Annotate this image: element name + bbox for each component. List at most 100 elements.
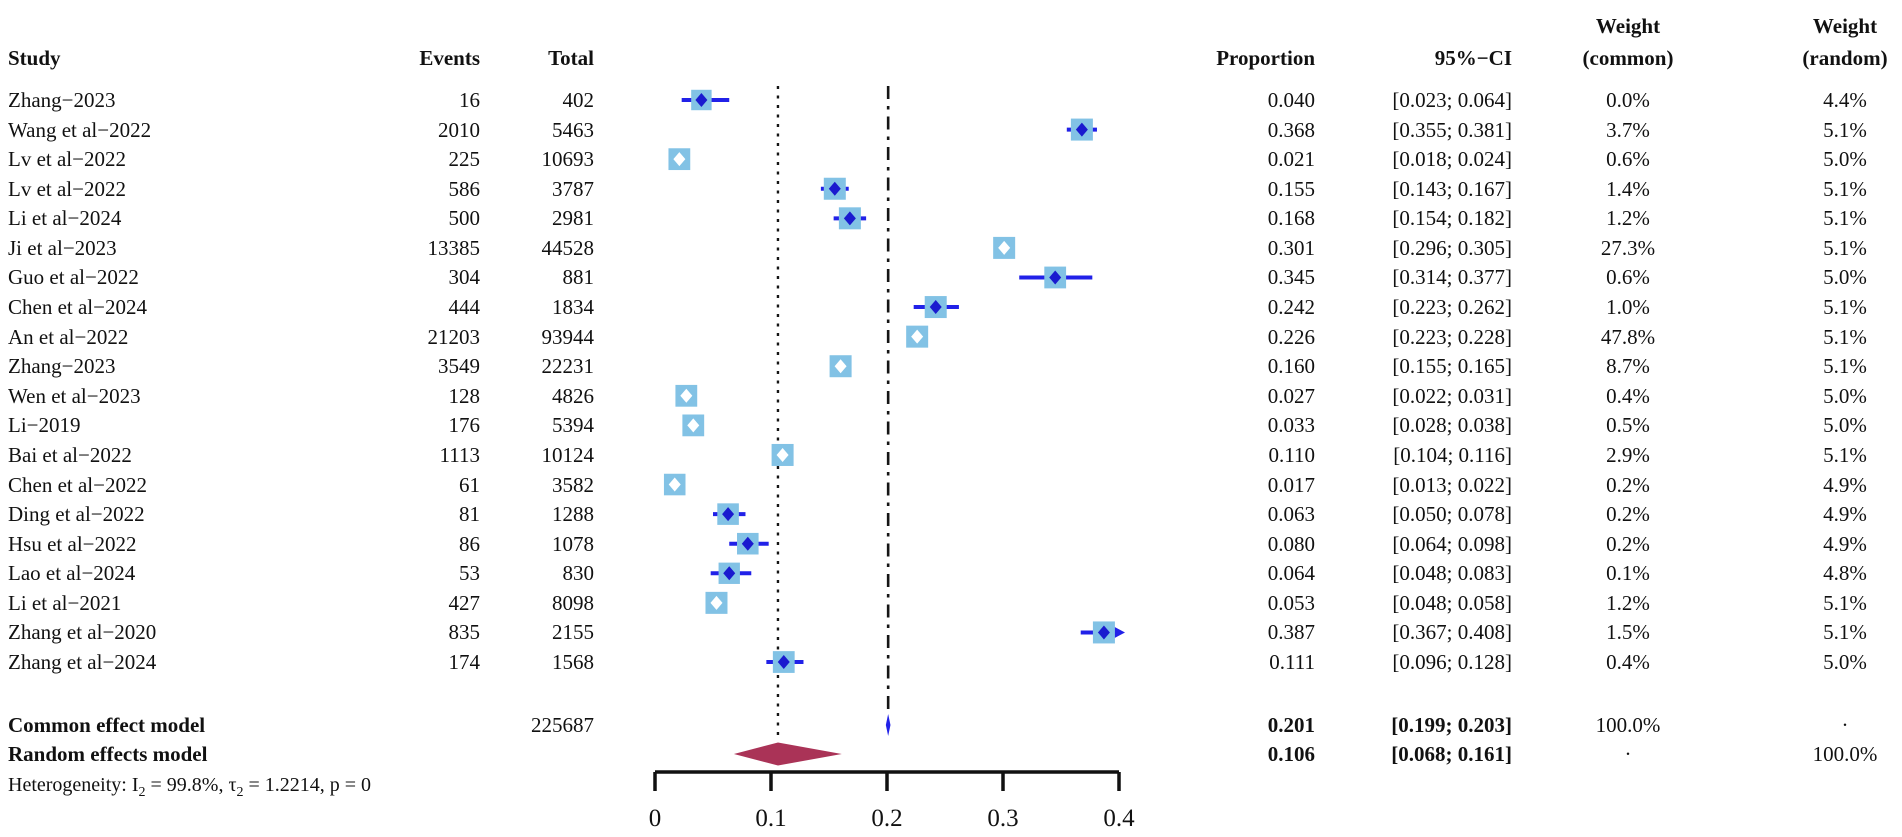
- weight-common-value: 0.2%: [1606, 502, 1650, 526]
- weight-square: [663, 473, 686, 496]
- point-estimate-diamond: [834, 359, 847, 374]
- weight-common-value: 2.9%: [1606, 443, 1650, 467]
- events-value: 16: [459, 88, 480, 112]
- weight-random-value: 5.1%: [1823, 206, 1867, 230]
- total-value: 3582: [552, 473, 594, 497]
- ci-value: [0.143; 0.167]: [1392, 177, 1512, 201]
- heterogeneity-text-suffix: = 1.2214, p = 0: [243, 774, 372, 796]
- events-value: 1113: [439, 443, 480, 467]
- weight-random-value: 4.8%: [1823, 561, 1867, 585]
- total-value: 402: [562, 88, 595, 112]
- events-value: 3549: [438, 354, 480, 378]
- weight-square: [993, 236, 1016, 259]
- events-value: 304: [448, 265, 481, 289]
- total-value: 1568: [552, 650, 594, 674]
- common-effect-diamond: [885, 714, 891, 736]
- study-name: Hsu et al−2022: [8, 532, 137, 556]
- column-header-weight-common-line1: Weight: [1595, 14, 1661, 38]
- point-estimate-diamond: [680, 388, 693, 403]
- point-estimate-diamond: [777, 655, 790, 670]
- summary-common-label: Common effect model: [8, 713, 206, 737]
- study-name: Li−2019: [8, 413, 81, 437]
- column-header-events: Events: [419, 46, 480, 70]
- total-value: 93944: [541, 325, 595, 349]
- weight-random-value: 5.1%: [1823, 591, 1867, 615]
- events-value: 500: [448, 206, 481, 230]
- events-value: 128: [448, 384, 481, 408]
- weight-common-value: 1.2%: [1606, 206, 1650, 230]
- weight-common-value: 1.5%: [1606, 620, 1650, 644]
- ci-clip-arrowhead: [1110, 624, 1125, 641]
- proportion-value: 0.345: [1267, 265, 1315, 289]
- weight-square: [675, 384, 698, 407]
- column-header-study: Study: [8, 46, 61, 70]
- weight-square: [691, 89, 712, 111]
- proportion-value: 0.242: [1267, 295, 1315, 319]
- proportion-value: 0.160: [1267, 354, 1315, 378]
- events-value: 53: [459, 561, 480, 585]
- study-name: Lao et al−2024: [8, 561, 136, 585]
- proportion-value: 0.021: [1267, 147, 1315, 171]
- weight-random-value: 5.0%: [1823, 265, 1867, 289]
- heterogeneity-sub-2: 2: [236, 785, 244, 800]
- study-name: Zhang−2023: [8, 88, 116, 112]
- proportion-value: 0.387: [1267, 620, 1315, 644]
- ci-value: [0.367; 0.408]: [1392, 620, 1512, 644]
- proportion-value: 0.017: [1267, 473, 1315, 497]
- events-value: 13385: [427, 236, 481, 260]
- heterogeneity-text-mid: = 99.8%, τ: [145, 774, 237, 796]
- study-name: Lv et al−2022: [8, 177, 126, 201]
- ci-value: [0.154; 0.182]: [1392, 206, 1512, 230]
- proportion-value: 0.368: [1267, 118, 1315, 142]
- summary-random-weight-common: ·: [1624, 742, 1632, 766]
- study-name: An et al−2022: [8, 325, 129, 349]
- study-name: Lv et al−2022: [8, 147, 126, 171]
- ci-value: [0.023; 0.064]: [1392, 88, 1512, 112]
- point-estimate-diamond: [723, 566, 736, 581]
- ci-value: [0.028; 0.038]: [1392, 413, 1512, 437]
- total-value: 4826: [552, 384, 594, 408]
- point-estimate-diamond: [710, 595, 723, 610]
- total-value: 10693: [541, 147, 595, 171]
- weight-common-value: 0.4%: [1606, 384, 1650, 408]
- proportion-value: 0.226: [1267, 325, 1315, 349]
- ci-value: [0.096; 0.128]: [1392, 650, 1512, 674]
- events-value: 586: [448, 177, 481, 201]
- weight-common-value: 3.7%: [1606, 118, 1650, 142]
- weight-common-value: 47.8%: [1600, 325, 1656, 349]
- column-header-weight-random-line1: Weight: [1812, 14, 1878, 38]
- events-value: 835: [448, 620, 481, 644]
- ci-value: [0.064; 0.098]: [1392, 532, 1512, 556]
- study-name: Zhang et al−2024: [8, 650, 157, 674]
- total-value: 22231: [541, 354, 595, 378]
- heterogeneity-note: Heterogeneity: I2 = 99.8%, τ2 = 1.2214, …: [8, 771, 608, 800]
- point-estimate-diamond: [668, 477, 681, 492]
- weight-random-value: 5.1%: [1823, 236, 1867, 260]
- weight-square: [838, 207, 861, 230]
- point-estimate-diamond: [687, 418, 700, 433]
- weight-common-value: 0.5%: [1606, 413, 1650, 437]
- weight-random-value: 4.9%: [1823, 502, 1867, 526]
- total-value: 3787: [552, 177, 594, 201]
- weight-square: [771, 443, 794, 466]
- ci-value: [0.048; 0.083]: [1392, 561, 1512, 585]
- study-name: Ding et al−2022: [8, 502, 145, 526]
- events-value: 21203: [427, 325, 481, 349]
- weight-random-value: 5.0%: [1823, 384, 1867, 408]
- proportion-value: 0.110: [1268, 443, 1315, 467]
- weight-common-value: 0.6%: [1606, 265, 1650, 289]
- total-value: 5394: [552, 413, 594, 437]
- study-name: Wen et al−2023: [8, 384, 141, 408]
- weight-random-value: 5.1%: [1823, 295, 1867, 319]
- point-estimate-diamond: [695, 93, 708, 107]
- events-value: 86: [459, 532, 480, 556]
- study-name: Chen et al−2024: [8, 295, 147, 319]
- summary-common-weight-common: 100.0%: [1595, 713, 1661, 737]
- proportion-value: 0.033: [1267, 413, 1315, 437]
- weight-common-value: 1.2%: [1606, 591, 1650, 615]
- events-value: 174: [448, 650, 481, 674]
- weight-random-value: 5.1%: [1823, 443, 1867, 467]
- point-estimate-diamond: [741, 536, 754, 551]
- weight-common-value: 0.4%: [1606, 650, 1650, 674]
- events-value: 176: [448, 413, 481, 437]
